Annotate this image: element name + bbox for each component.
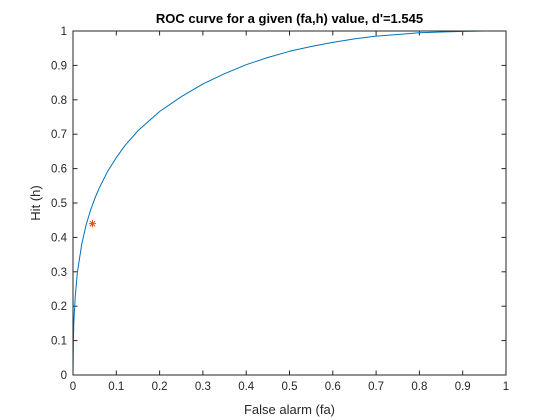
roc-curve-line xyxy=(72,30,506,376)
chart-title: ROC curve for a given (fa,h) value, d'=1… xyxy=(156,11,423,26)
x-tick-label: 0.5 xyxy=(282,381,298,393)
axes-box xyxy=(72,30,507,376)
y-tick-label: 0.5 xyxy=(51,198,67,210)
x-tick-label: 0.2 xyxy=(152,381,168,393)
y-tick-label: 0.8 xyxy=(51,95,67,107)
tick-labels: 0 0.1 0.2 0.3 0.4 0.5 0.6 0.7 0.8 0.9 1 0 0.1 0.2 0.3 0… xyxy=(51,26,509,393)
x-tick-label: 0 xyxy=(70,381,76,393)
plot-area xyxy=(73,31,506,375)
operating-point-marker xyxy=(88,220,97,228)
x-axis-label: False alarm (fa) xyxy=(244,402,335,417)
y-tick-label: 0 xyxy=(61,370,67,382)
x-tick-label: 0.7 xyxy=(368,381,384,393)
y-tick-label: 0.7 xyxy=(51,129,67,141)
x-tick-label: 0.6 xyxy=(325,381,341,393)
y-tick-label: 1 xyxy=(61,26,67,38)
y-tick-label: 0.6 xyxy=(51,164,67,176)
x-tick-label: 0.8 xyxy=(411,381,427,393)
y-tick-label: 0.2 xyxy=(51,301,67,313)
y-tick-label: 0.4 xyxy=(51,232,68,244)
y-tick-label: 0.1 xyxy=(51,336,67,348)
y-tick-label: 0.9 xyxy=(51,60,67,72)
x-tick-label: 0.9 xyxy=(455,381,471,393)
data-series xyxy=(72,30,506,376)
x-tick-label: 0.1 xyxy=(108,381,124,393)
x-tick-label: 0.3 xyxy=(195,381,211,393)
y-tick-label: 0.3 xyxy=(51,267,67,279)
y-axis-label: Hit (h) xyxy=(28,185,43,220)
x-tick-label: 0.4 xyxy=(238,381,255,393)
x-tick-label: 1 xyxy=(503,381,509,393)
